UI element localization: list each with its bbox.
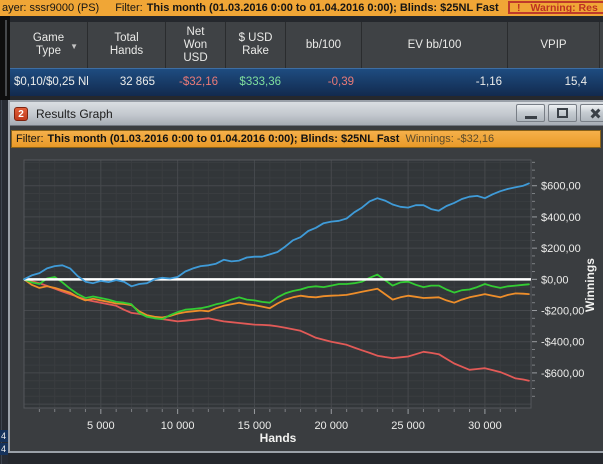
graph-filter-label: Filter:	[16, 133, 44, 145]
column-header-label: EV bb/100	[407, 38, 462, 51]
y-axis-title: Winnings	[583, 258, 597, 312]
filter-value: This month (01.03.2016 0:00 to 01.04.201…	[146, 2, 499, 14]
filter-label: Filter:	[115, 2, 143, 14]
column-header-label: $ USD Rake	[238, 32, 273, 57]
background-row-fragment: 4	[0, 430, 8, 442]
minimize-icon	[525, 116, 537, 119]
sort-arrow-icon: ▼	[70, 42, 78, 51]
table-row-selected[interactable]: $0,10/$0,25 Nl 32 865 -$32,16 $333,36 -0,39 -…	[10, 68, 603, 96]
column-header-vpip[interactable]: VPIP	[508, 22, 600, 68]
background-window-edge: 4 4	[0, 100, 8, 464]
x-tick-label: 10 000	[161, 420, 195, 432]
x-axis-title: Hands	[259, 431, 297, 445]
y-tick-label: $0,00	[541, 274, 569, 286]
y-tick-label: $400,00	[541, 212, 581, 224]
cell-net_won: -$32,16	[178, 76, 218, 88]
maximize-icon	[557, 108, 568, 118]
cell-bb100: -0,39	[327, 76, 354, 88]
column-header-rake[interactable]: $ USD Rake	[226, 22, 286, 68]
column-header-label: VPIP	[540, 38, 567, 51]
blue-series-line	[23, 182, 530, 288]
window-controls	[516, 104, 603, 122]
stats-table: Game Type ▼ Total Hands Net Won USD $ USD Ra…	[10, 22, 603, 96]
y-tick-label: -$400,00	[541, 337, 584, 349]
column-header-label: Net Won USD	[183, 25, 208, 64]
x-tick-label: 15 000	[238, 420, 272, 432]
player-label: ayer: sssr9000 (PS)	[2, 2, 100, 14]
y-tick-label: -$600,00	[541, 368, 584, 380]
column-header-label: Total Hands	[109, 32, 144, 57]
y-tick-label: $200,00	[541, 243, 581, 255]
winnings-label: Winnings:	[405, 133, 454, 145]
column-header-total_hands[interactable]: Total Hands	[88, 22, 166, 68]
graph-filter-value: This month (01.03.2016 0:00 to 01.04.201…	[47, 133, 400, 145]
column-header-game_type[interactable]: Game Type ▼	[10, 22, 88, 68]
graph-filter-bar: Filter: This month (01.03.2016 0:00 to 0…	[11, 130, 601, 148]
x-tick-label: 5 000	[87, 420, 115, 432]
window-title: Results Graph	[36, 106, 113, 121]
red-series-line	[23, 278, 530, 382]
close-button[interactable]	[580, 104, 603, 122]
cell-rake: $333,36	[239, 76, 281, 88]
cell-total_hands: 32 865	[119, 76, 155, 88]
y-tick-label: -$200,00	[541, 306, 584, 318]
results-chart: $600,00 $400,00 $200,00 $0,00 -$200,00 -$400,…	[10, 150, 603, 453]
x-tick-label: 30 000	[468, 420, 502, 432]
close-icon	[581, 105, 603, 121]
warning-banner[interactable]: ! Warning: Res	[508, 1, 603, 14]
column-header-label: bb/100	[305, 38, 342, 51]
results-graph-window: 2 Results Graph Filter: This month (01.0…	[8, 100, 603, 453]
app-icon: 2	[14, 106, 28, 121]
orange-series-line	[23, 278, 530, 319]
results-graph-titlebar[interactable]: 2 Results Graph	[10, 102, 603, 126]
warning-icon: !	[517, 1, 521, 14]
main-window-edge	[0, 16, 10, 100]
column-header-net_won[interactable]: Net Won USD	[166, 22, 226, 68]
cell-ev_bb100: -1,16	[475, 76, 502, 88]
chart-canvas: $600,00 $400,00 $200,00 $0,00 -$200,00 -$400,…	[23, 159, 584, 432]
column-header-bb100[interactable]: bb/100	[286, 22, 362, 68]
column-header-ev_bb100[interactable]: EV bb/100	[362, 22, 508, 68]
plot-border	[23, 159, 532, 409]
warning-text: Warning: Res	[530, 1, 598, 14]
cell-vpip: 15,4	[564, 76, 587, 88]
column-header-label: Game Type	[32, 32, 65, 57]
background-row-fragment: 4	[0, 443, 8, 455]
table-header-row: Game Type ▼ Total Hands Net Won USD $ USD Ra…	[10, 22, 603, 68]
cell-game_type: $0,10/$0,25 Nl	[14, 76, 88, 88]
maximize-button[interactable]	[548, 104, 577, 122]
green-series-line	[23, 273, 530, 321]
main-filter-bar: ayer: sssr9000 (PS) Filter: This month (…	[0, 0, 603, 16]
x-tick-label: 25 000	[391, 420, 425, 432]
minimize-button[interactable]	[516, 104, 545, 122]
x-tick-label: 20 000	[314, 420, 348, 432]
y-tick-label: $600,00	[541, 181, 581, 193]
winnings-value: -$32,16	[456, 133, 495, 145]
plot-background	[24, 160, 531, 408]
